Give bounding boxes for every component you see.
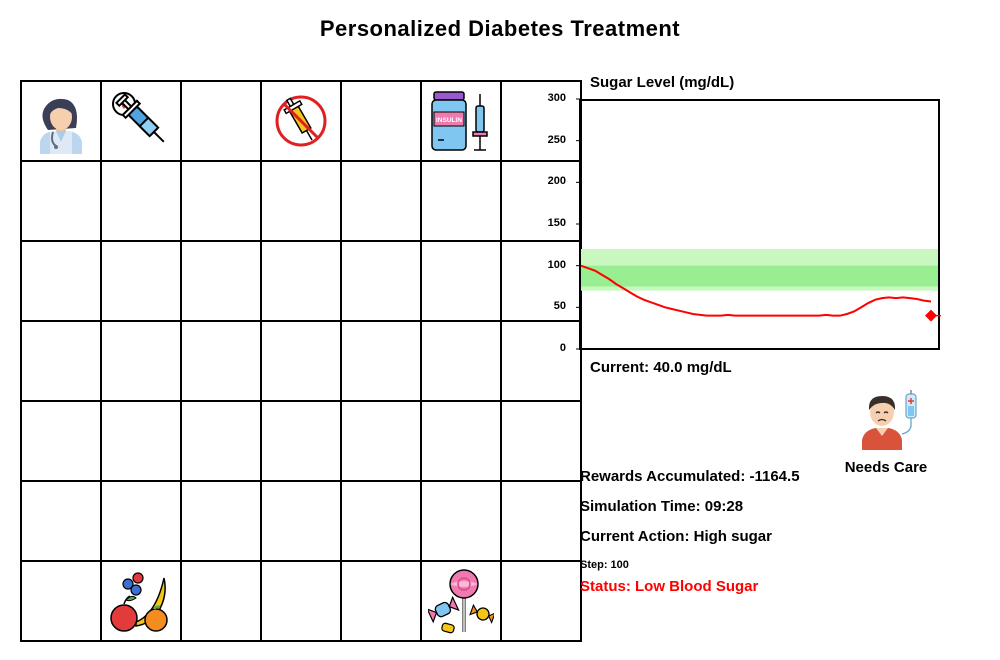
simulation-time-text: Simulation Time: 09:28 (580, 498, 744, 515)
grid-cell (182, 242, 262, 322)
grid-cell (262, 322, 342, 402)
grid-cell (262, 242, 342, 322)
grid-cell (422, 242, 502, 322)
y-tick-label: 50 (553, 300, 566, 313)
grid-cell (262, 562, 342, 642)
target-range-core (580, 265, 939, 287)
grid-cell (342, 402, 422, 482)
grid-cell (262, 82, 342, 162)
grid-cell (182, 82, 262, 162)
chart-frame (579, 99, 940, 350)
no-syringe-icon (275, 95, 327, 147)
page-title: Personalized Diabetes Treatment (319, 16, 681, 41)
step-text: Step: 100 (580, 559, 629, 571)
grid-cell (262, 402, 342, 482)
grid-cell (502, 322, 582, 402)
grid-cell (102, 242, 182, 322)
grid-cell (342, 242, 422, 322)
grid-cell (342, 482, 422, 562)
grid-cell (102, 82, 182, 162)
grid-cell (182, 402, 262, 482)
grid-cell (342, 162, 422, 242)
patient-avatar (858, 388, 920, 455)
syringe-icon (112, 92, 165, 143)
sugar-line (580, 264, 932, 317)
tick-marks (576, 98, 580, 350)
grid-cell (342, 82, 422, 162)
y-tick-label: 150 (547, 217, 566, 229)
current-sugar-label: Current: 40.0 mg/dL (590, 359, 732, 376)
grid-cell (102, 322, 182, 402)
y-tick-label: 250 (547, 133, 566, 146)
insulin-icon: INSULIN (431, 91, 488, 151)
grid-cell (502, 402, 582, 482)
grid-cell (22, 242, 102, 322)
grid-cell (262, 482, 342, 562)
grid-cell (102, 482, 182, 562)
chart-title: Sugar Level (mg/dL) (590, 74, 735, 91)
grid-cell (182, 162, 262, 242)
current-action-text: Current Action: High sugar (580, 528, 772, 545)
status-text: Status: Low Blood Sugar (580, 578, 759, 595)
grid-cell (502, 482, 582, 562)
grid-cell (102, 162, 182, 242)
grid-cell (422, 562, 502, 642)
doctor-icon (40, 98, 82, 154)
grid-cell (182, 322, 262, 402)
grid-cell (22, 402, 102, 482)
grid-cell (22, 562, 102, 642)
grid-cell (502, 562, 582, 642)
grid-cell (182, 482, 262, 562)
fruits-icon (110, 572, 168, 632)
rewards-text: Rewards Accumulated: -1164.5 (580, 468, 800, 485)
treatment-grid: INSULIN (20, 80, 582, 642)
grid-cell (102, 562, 182, 642)
grid-cell (182, 562, 262, 642)
grid-cell: INSULIN (422, 82, 502, 162)
grid-cell (422, 482, 502, 562)
grid-cell (262, 162, 342, 242)
grid-cell (102, 402, 182, 482)
grid-cell (22, 482, 102, 562)
grid-cell (22, 82, 102, 162)
grid-cell (422, 402, 502, 482)
candy-icon (428, 569, 494, 634)
grid-cell (22, 322, 102, 402)
sugar-chart (576, 98, 941, 350)
grid-cell (342, 322, 422, 402)
grid-cell (342, 562, 422, 642)
y-tick-label: 0 (559, 342, 566, 354)
grid-cell (22, 162, 102, 242)
grid-cell (422, 162, 502, 242)
insulin-label: INSULIN (436, 117, 462, 124)
y-tick-label: 100 (547, 258, 566, 271)
grid-cell (422, 322, 502, 402)
y-tick-label: 200 (547, 175, 566, 188)
y-tick-label: 300 (547, 92, 566, 104)
sick-patient-icon (862, 390, 917, 450)
patient-status-label: Needs Care (844, 459, 928, 476)
